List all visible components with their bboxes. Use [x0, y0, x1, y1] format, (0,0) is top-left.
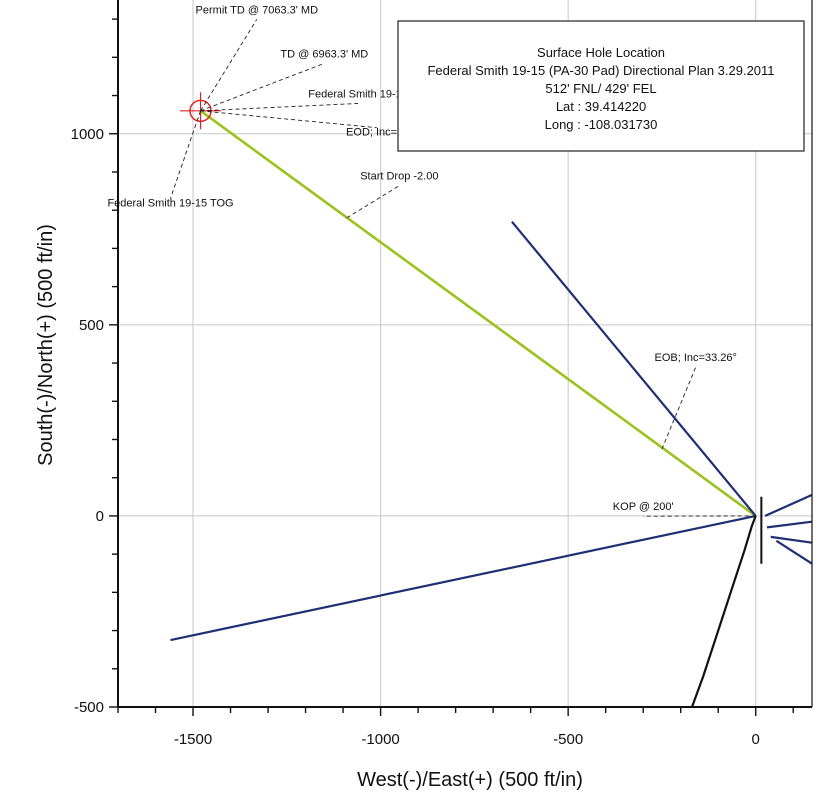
x-tick-label: -500 — [553, 731, 583, 748]
x-axis-label: West(-)/East(+) (500 ft/in) — [357, 769, 583, 791]
x-tick-label: -1000 — [361, 731, 399, 748]
y-tick-label: 500 — [79, 317, 104, 334]
info-box-line: 512' FNL/ 429' FEL — [545, 81, 656, 96]
annotation-label: KOP @ 200' — [613, 501, 674, 513]
annotation-label: Federal Smith 19-15 — [308, 88, 408, 100]
annotation-label: Start Drop -2.00 — [360, 171, 438, 183]
annotation-label: EOB; Inc=33.26° — [655, 352, 737, 364]
info-box-line: Federal Smith 19-15 (PA-30 Pad) Directio… — [427, 63, 774, 78]
info-box-line: Lat : 39.414220 — [556, 99, 646, 114]
y-tick-label: -500 — [74, 699, 104, 716]
info-box-line: Surface Hole Location — [537, 45, 665, 60]
x-tick-label: 0 — [752, 731, 760, 748]
y-tick-label: 0 — [96, 508, 104, 525]
info-box-line: Long : -108.031730 — [545, 117, 658, 132]
annotation-label: TD @ 6963.3' MD — [280, 48, 368, 60]
y-axis-label: South(-)/North(+) (500 ft/in) — [35, 224, 57, 466]
annotation-label: Federal Smith 19-15 TOG — [107, 197, 233, 209]
y-tick-label: 1000 — [71, 126, 104, 143]
x-tick-label: -1500 — [174, 731, 212, 748]
annotation-label: Permit TD @ 7063.3' MD — [196, 4, 319, 16]
surface-hole-location-box: Surface Hole Location Federal Smith 19-1… — [398, 21, 804, 151]
